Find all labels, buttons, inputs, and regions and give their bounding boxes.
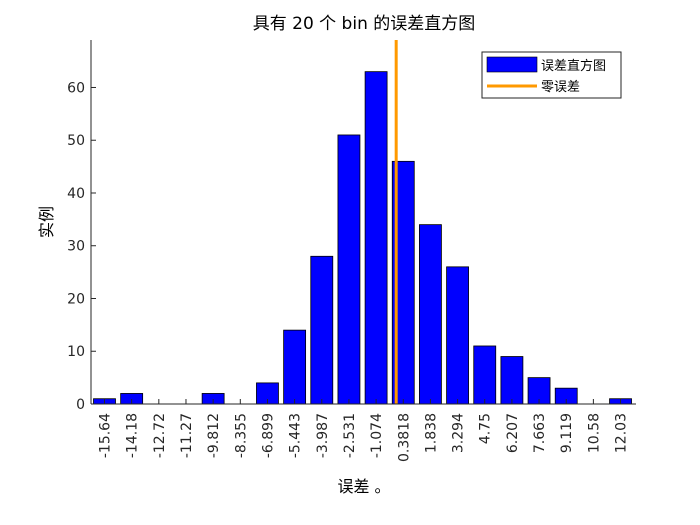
y-tick-label: 30 — [67, 239, 85, 255]
y-tick-label: 20 — [67, 291, 85, 307]
x-tick-label: -1.074 — [369, 413, 385, 458]
histogram-bar — [473, 345, 497, 405]
x-tick-label: -11.27 — [179, 413, 195, 458]
histogram-bar — [419, 224, 442, 405]
histogram-bar — [283, 329, 307, 405]
y-ticks-group: 0 10 20 30 40 50 60 — [67, 80, 96, 413]
y-axis-title: 实例 — [37, 206, 56, 238]
x-ticks-group: -15.64 -14.18 -12.72 -11.27 -9.812 -8.355 -6.8… — [98, 399, 630, 462]
x-tick-label: 1.838 — [423, 413, 439, 453]
x-tick-label: -12.72 — [152, 413, 168, 458]
legend-label-zero-error: 零误差 — [541, 80, 580, 95]
x-tick-label: 0.3818 — [396, 413, 412, 462]
x-tick-label: 7.663 — [532, 413, 548, 453]
x-tick-label: 4.75 — [478, 413, 494, 444]
y-tick-label: 60 — [67, 80, 85, 96]
x-tick-label: -3.987 — [315, 413, 331, 458]
legend: 误差直方图 零误差 — [481, 51, 622, 99]
x-tick-label: 10.58 — [586, 413, 602, 453]
x-tick-label: 3.294 — [451, 413, 467, 453]
legend-label-histogram: 误差直方图 — [541, 58, 606, 74]
histogram-bar — [364, 71, 388, 405]
x-tick-label: -8.355 — [233, 413, 249, 458]
y-tick-label: 0 — [76, 397, 85, 413]
x-tick-label: -6.899 — [260, 413, 276, 458]
histogram-bar — [500, 356, 524, 405]
x-tick-label: -2.531 — [342, 413, 358, 458]
y-tick-label: 10 — [67, 344, 85, 360]
x-tick-label: -14.18 — [125, 413, 141, 458]
bars-group — [93, 71, 632, 405]
x-tick-label: 6.207 — [505, 413, 521, 453]
x-axis-title: 误差 。 — [337, 477, 390, 496]
x-tick-label: -5.443 — [288, 413, 304, 458]
histogram-bar — [446, 266, 469, 405]
x-tick-label: 9.119 — [559, 413, 575, 453]
x-tick-label: -9.812 — [206, 413, 222, 458]
y-tick-label: 40 — [67, 186, 85, 202]
x-tick-label: -15.64 — [98, 413, 114, 458]
histogram-bar — [337, 134, 361, 405]
legend-swatch-histogram — [486, 56, 538, 73]
y-tick-label: 50 — [67, 133, 85, 149]
histogram-bar — [310, 255, 334, 405]
chart-title: 具有 20 个 bin 的误差直方图 — [253, 14, 476, 34]
x-tick-label: 12.03 — [614, 413, 630, 453]
